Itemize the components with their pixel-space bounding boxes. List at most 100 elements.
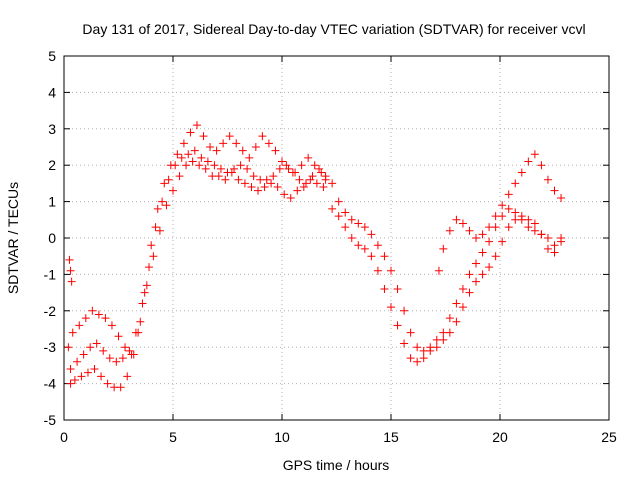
data-point xyxy=(550,248,559,257)
data-point xyxy=(367,230,376,239)
data-point xyxy=(116,383,125,392)
data-point xyxy=(380,284,389,293)
data-point xyxy=(524,157,533,166)
data-point xyxy=(234,175,243,184)
data-point xyxy=(258,132,267,141)
data-point xyxy=(105,354,114,363)
data-point xyxy=(66,266,75,275)
data-point xyxy=(491,212,500,221)
data-point xyxy=(273,183,282,192)
data-point xyxy=(155,226,164,235)
data-point xyxy=(206,143,215,151)
data-point xyxy=(164,175,173,184)
data-point xyxy=(107,321,116,330)
chart-title: Day 131 of 2017, Sidereal Day-to-day VTE… xyxy=(82,21,585,37)
data-point xyxy=(195,161,204,170)
data-point xyxy=(537,230,546,239)
data-point xyxy=(192,121,201,130)
data-point xyxy=(142,281,151,290)
data-point xyxy=(79,350,88,359)
data-point xyxy=(354,241,363,250)
x-tick-labels: 0 5 10 15 20 25 xyxy=(60,429,617,445)
data-point xyxy=(458,303,467,312)
data-point xyxy=(472,234,481,242)
data-point xyxy=(81,314,90,323)
data-point xyxy=(101,314,110,323)
data-point xyxy=(201,164,210,173)
data-point xyxy=(504,223,513,232)
data-point xyxy=(186,128,195,137)
y-tick-label: -1 xyxy=(44,266,57,282)
axis-ticks xyxy=(63,55,610,421)
data-point xyxy=(550,186,559,195)
data-point xyxy=(347,234,356,242)
data-point xyxy=(380,252,389,261)
data-point xyxy=(308,172,317,181)
data-point xyxy=(136,317,145,326)
data-point xyxy=(445,328,454,337)
data-point xyxy=(465,288,474,297)
data-point xyxy=(341,208,350,217)
data-point xyxy=(94,310,103,319)
data-point xyxy=(212,146,221,155)
data-point xyxy=(537,161,546,170)
y-axis-label: SDTVAR / TECUs xyxy=(5,182,21,294)
data-point xyxy=(465,270,474,279)
data-point xyxy=(317,168,326,177)
data-point xyxy=(90,365,99,374)
data-point xyxy=(504,190,513,199)
data-point xyxy=(310,161,319,170)
data-point xyxy=(491,252,500,261)
data-point xyxy=(524,215,533,224)
data-point xyxy=(286,193,295,202)
data-point xyxy=(347,215,356,224)
data-point xyxy=(230,164,239,173)
series-track-c xyxy=(66,157,328,392)
data-point xyxy=(293,186,302,195)
data-point xyxy=(175,172,184,181)
data-point xyxy=(319,183,328,192)
data-point xyxy=(240,179,249,188)
data-point xyxy=(203,157,212,166)
data-point xyxy=(151,223,160,232)
data-point xyxy=(432,343,441,352)
y-tick-label: 3 xyxy=(48,121,56,137)
data-point xyxy=(68,328,77,337)
data-point xyxy=(70,375,79,384)
data-point xyxy=(66,379,75,388)
data-point xyxy=(328,179,337,188)
data-point xyxy=(190,146,199,155)
data-point xyxy=(439,244,448,253)
data-point xyxy=(419,354,428,363)
data-point xyxy=(125,346,134,355)
data-point xyxy=(478,230,487,239)
data-point xyxy=(550,241,559,250)
data-point xyxy=(299,183,308,192)
data-point xyxy=(275,164,284,173)
x-tick-label: 20 xyxy=(492,429,508,445)
data-point xyxy=(543,244,552,253)
data-point xyxy=(149,252,158,261)
data-point xyxy=(118,354,127,363)
y-tick-label: 2 xyxy=(48,157,56,173)
data-point xyxy=(498,237,507,246)
data-point xyxy=(173,150,182,159)
data-point xyxy=(123,372,132,381)
data-point xyxy=(86,343,95,352)
data-point xyxy=(334,212,343,221)
data-point xyxy=(504,204,513,213)
data-point xyxy=(452,215,461,224)
data-point xyxy=(426,346,435,355)
data-point xyxy=(439,335,448,344)
data-point xyxy=(131,328,140,337)
data-point xyxy=(65,255,74,264)
data-point xyxy=(138,299,147,308)
data-point xyxy=(249,172,258,181)
data-point xyxy=(140,288,149,297)
y-tick-label: 4 xyxy=(48,84,56,100)
data-point xyxy=(301,179,310,188)
data-point xyxy=(406,354,415,363)
data-point xyxy=(271,146,280,155)
data-point xyxy=(530,150,539,159)
